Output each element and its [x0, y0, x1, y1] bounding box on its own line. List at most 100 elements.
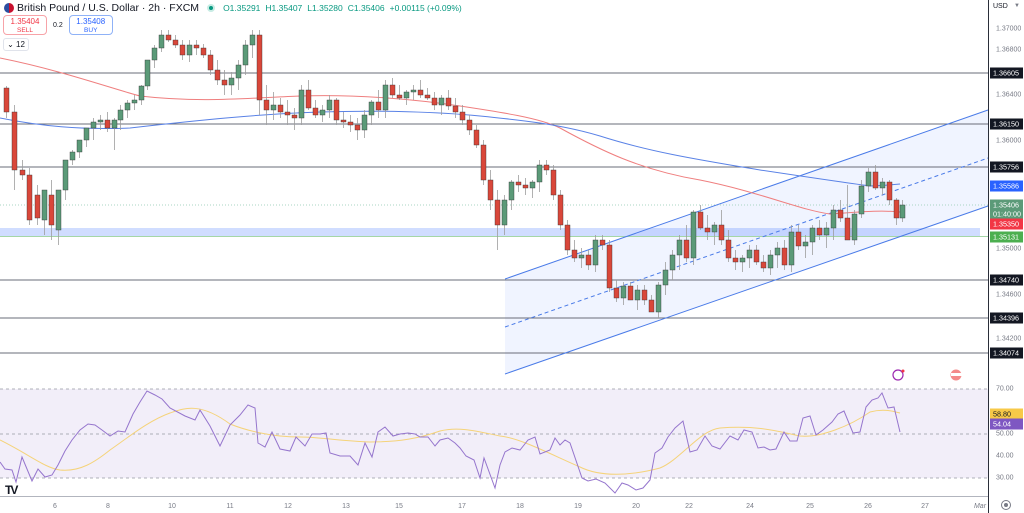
candle-bullish — [655, 284, 662, 313]
candle-bullish — [858, 185, 865, 215]
trade-panel: 1.35404 SELL 0.2 1.35408 BUY — [3, 15, 113, 35]
candle-bullish — [124, 102, 131, 111]
candle-bearish — [557, 194, 564, 226]
rsi-tick-label: 30.00 — [996, 474, 1014, 482]
channel-fill — [505, 110, 988, 374]
channel-mid-line — [504, 157, 989, 328]
candle-bullish — [634, 289, 641, 301]
currency-selector[interactable]: USD — [993, 3, 1008, 10]
candle-bullish — [158, 34, 165, 49]
candle-bearish — [48, 194, 55, 226]
settings-gear-icon[interactable] — [1001, 500, 1011, 510]
candle-bullish — [403, 91, 410, 99]
currency-flag-icon — [4, 3, 14, 13]
chevron-down-icon: ⌄ — [7, 40, 14, 49]
rsi-tick-label: 70.00 — [996, 385, 1014, 393]
candle-bullish — [298, 89, 305, 119]
candle-bearish — [207, 54, 214, 71]
candle-bullish — [410, 89, 417, 93]
candle-bearish — [697, 211, 704, 229]
candle-bearish — [844, 217, 851, 241]
candle-bullish — [711, 224, 718, 233]
chevron-down-icon: ▼ — [1014, 3, 1020, 9]
candle-bearish — [354, 124, 361, 131]
candle-bearish — [480, 144, 487, 181]
sell-label: SELL — [17, 27, 33, 34]
time-tick-label: 15 — [395, 503, 403, 510]
candle-bullish — [662, 269, 669, 286]
sell-price: 1.35404 — [10, 17, 40, 26]
time-axis[interactable] — [0, 496, 988, 513]
candle-bullish — [774, 247, 781, 256]
candle-bearish — [606, 244, 613, 289]
rsi-value-label: 58.80 — [990, 408, 1023, 420]
candle-bearish — [172, 39, 179, 46]
candle-bearish — [347, 121, 354, 126]
candle-bearish — [104, 119, 111, 129]
candle-bearish — [26, 174, 33, 221]
candle-bearish — [886, 181, 893, 201]
candle-bullish — [76, 139, 83, 153]
candle-bearish — [704, 227, 711, 233]
candle-bullish — [368, 101, 375, 116]
close-value: C1.35406 — [347, 3, 385, 13]
candle-bearish — [550, 169, 557, 196]
time-tick-label: 19 — [574, 503, 582, 510]
candle-bearish — [466, 119, 473, 131]
candle-bearish — [571, 249, 578, 259]
candle-bullish — [851, 213, 858, 241]
time-tick-label: 24 — [746, 503, 754, 510]
time-tick-label: 22 — [685, 503, 693, 510]
buy-price: 1.35408 — [76, 17, 106, 26]
candle-bearish — [214, 69, 221, 81]
candle-bearish — [641, 289, 648, 301]
candle-bearish — [585, 254, 592, 266]
candle-bullish — [767, 254, 774, 269]
candle-bearish — [893, 199, 900, 219]
candle-bullish — [536, 164, 543, 183]
symbol-title[interactable]: British Pound / U.S. Dollar · 2h · FXCM — [17, 2, 200, 14]
tradingview-logo[interactable]: TV — [5, 483, 18, 497]
candle-bearish — [753, 249, 760, 263]
sell-button[interactable]: 1.35404 SELL — [3, 15, 47, 35]
price-level-label: 1.34396 — [990, 312, 1023, 324]
open-value: O1.35291 — [223, 3, 261, 13]
event-alert-dot-icon — [901, 369, 905, 373]
us-flag-stripe-icon — [951, 373, 962, 376]
candle-bullish — [788, 231, 795, 266]
candle-bearish — [732, 257, 739, 263]
candle-bearish — [263, 99, 270, 111]
candle-bearish — [648, 299, 655, 313]
time-tick-label: 11 — [226, 503, 234, 510]
candle-bearish — [515, 181, 522, 186]
indicators-toggle-button[interactable]: ⌄ 12 — [3, 38, 29, 51]
price-level-label: 1.34740 — [990, 274, 1023, 286]
candle-bullish — [361, 114, 368, 131]
time-tick-label: 10 — [168, 503, 176, 510]
candle-bullish — [151, 47, 158, 61]
candle-bearish — [221, 79, 228, 86]
candle-bearish — [424, 94, 431, 99]
rsi-tick-label: 50.00 — [996, 430, 1014, 438]
candle-bullish — [690, 211, 697, 259]
candle-bearish — [781, 247, 788, 266]
price-level-label: 1.35586 — [990, 180, 1023, 192]
candle-bearish — [816, 227, 823, 236]
spread-value: 0.2 — [53, 21, 63, 29]
time-tick-label: 26 — [864, 503, 872, 510]
buy-button[interactable]: 1.35408 BUY — [68, 15, 113, 35]
candle-bearish — [165, 34, 172, 41]
candle-bullish — [62, 159, 69, 191]
candle-bullish — [809, 227, 816, 243]
candle-bullish — [830, 209, 837, 229]
candle-bullish — [879, 181, 886, 189]
market-open-icon — [207, 4, 216, 12]
candle-bearish — [34, 194, 41, 219]
rsi-value-label: 54.04 — [990, 418, 1023, 430]
time-tick-label: 27 — [921, 503, 929, 510]
candle-bearish — [683, 239, 690, 259]
candle-bullish — [529, 181, 536, 189]
high-value: H1.35407 — [265, 3, 303, 13]
